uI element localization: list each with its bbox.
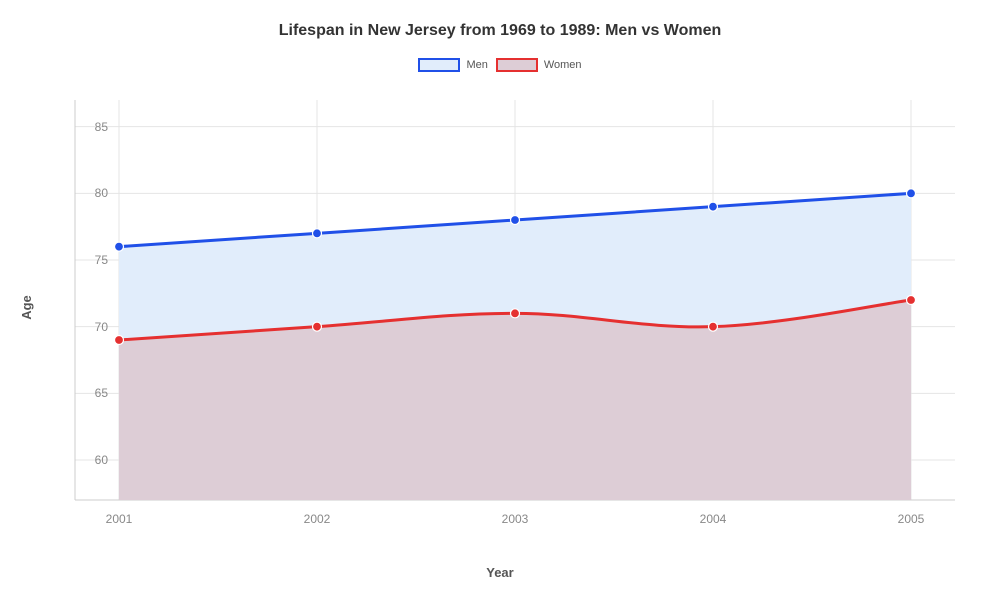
- x-tick-label: 2003: [502, 512, 529, 526]
- legend-item-women[interactable]: Women: [496, 58, 582, 72]
- plot-area: [75, 100, 955, 500]
- legend-box-men: [418, 58, 460, 72]
- y-tick-label: 85: [95, 120, 108, 134]
- legend: Men Women: [0, 58, 1000, 72]
- x-tick-label: 2001: [106, 512, 133, 526]
- y-tick-label: 60: [95, 453, 108, 467]
- legend-box-women: [496, 58, 538, 72]
- y-axis-label: Age: [19, 295, 34, 320]
- x-axis-label: Year: [0, 565, 1000, 580]
- legend-label-men: Men: [466, 59, 487, 71]
- legend-item-men[interactable]: Men: [418, 58, 487, 72]
- y-tick-label: 75: [95, 253, 108, 267]
- plot-svg: [75, 100, 955, 500]
- x-tick-label: 2005: [898, 512, 925, 526]
- x-tick-label: 2004: [700, 512, 727, 526]
- chart-title: Lifespan in New Jersey from 1969 to 1989…: [0, 0, 1000, 40]
- y-tick-label: 65: [95, 386, 108, 400]
- y-tick-label: 70: [95, 320, 108, 334]
- y-tick-label: 80: [95, 186, 108, 200]
- chart-container: Lifespan in New Jersey from 1969 to 1989…: [0, 0, 1000, 600]
- x-tick-label: 2002: [304, 512, 331, 526]
- legend-label-women: Women: [544, 59, 582, 71]
